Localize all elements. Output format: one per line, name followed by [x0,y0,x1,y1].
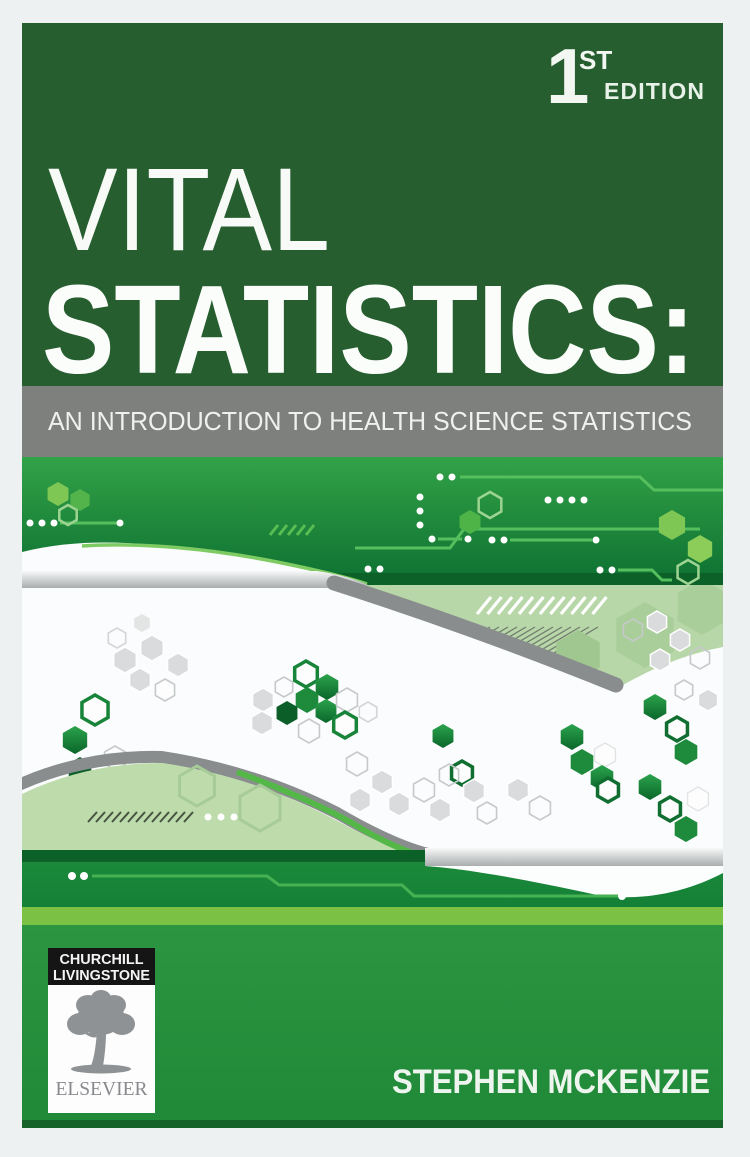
white-hatch-icon [475,595,608,616]
subtitle-bar [22,386,723,457]
author-name: STEPHEN MCKENZIE [392,1063,710,1101]
silver-shadow-band-right [425,848,723,866]
title-line1: VITAL [48,144,330,276]
imprint-box [48,948,155,985]
book-cover: CHURCHILL LIVINGSTONE ELSEVIER STEPHE [22,23,723,1128]
title-line2: STATISTICS: [42,259,695,400]
gray-swoosh [326,575,624,693]
imprint-line1: CHURCHILL [60,952,144,968]
edition-number: 1 [546,32,589,120]
band-hatch-icon [268,524,316,536]
pale-green-dome [22,757,430,863]
silver-shadow-band-left [22,571,374,588]
publisher-name: ELSEVIER [56,1078,149,1100]
header-panel [22,23,723,388]
subtitle-text: AN INTRODUCTION TO HEALTH SCIENCE STATIS… [48,406,692,436]
edition-suffix: ST [579,45,612,75]
dome-dots [204,813,238,821]
bottom-circuit-band [22,848,723,907]
dome-green-edge [235,769,427,860]
top-wave [22,542,542,723]
bottom-circuit-dots [68,872,626,900]
white-wave-valley [425,866,723,898]
bottom-circuit-pattern-icon [92,874,618,898]
accent-stripe [22,907,723,925]
imprint-line2: LIVINGSTONE [53,968,150,984]
footer-bottom-edge [22,1120,723,1128]
circuit-dots [26,473,616,574]
publisher-logo: CHURCHILL LIVINGSTONE ELSEVIER [48,948,155,1113]
edition-badge: 1 ST EDITION [546,32,704,120]
edition-word: EDITION [604,78,704,104]
pale-green-wave [326,575,723,693]
dome-hatch-icon [87,811,194,823]
elsevier-tree-icon [67,990,135,1074]
